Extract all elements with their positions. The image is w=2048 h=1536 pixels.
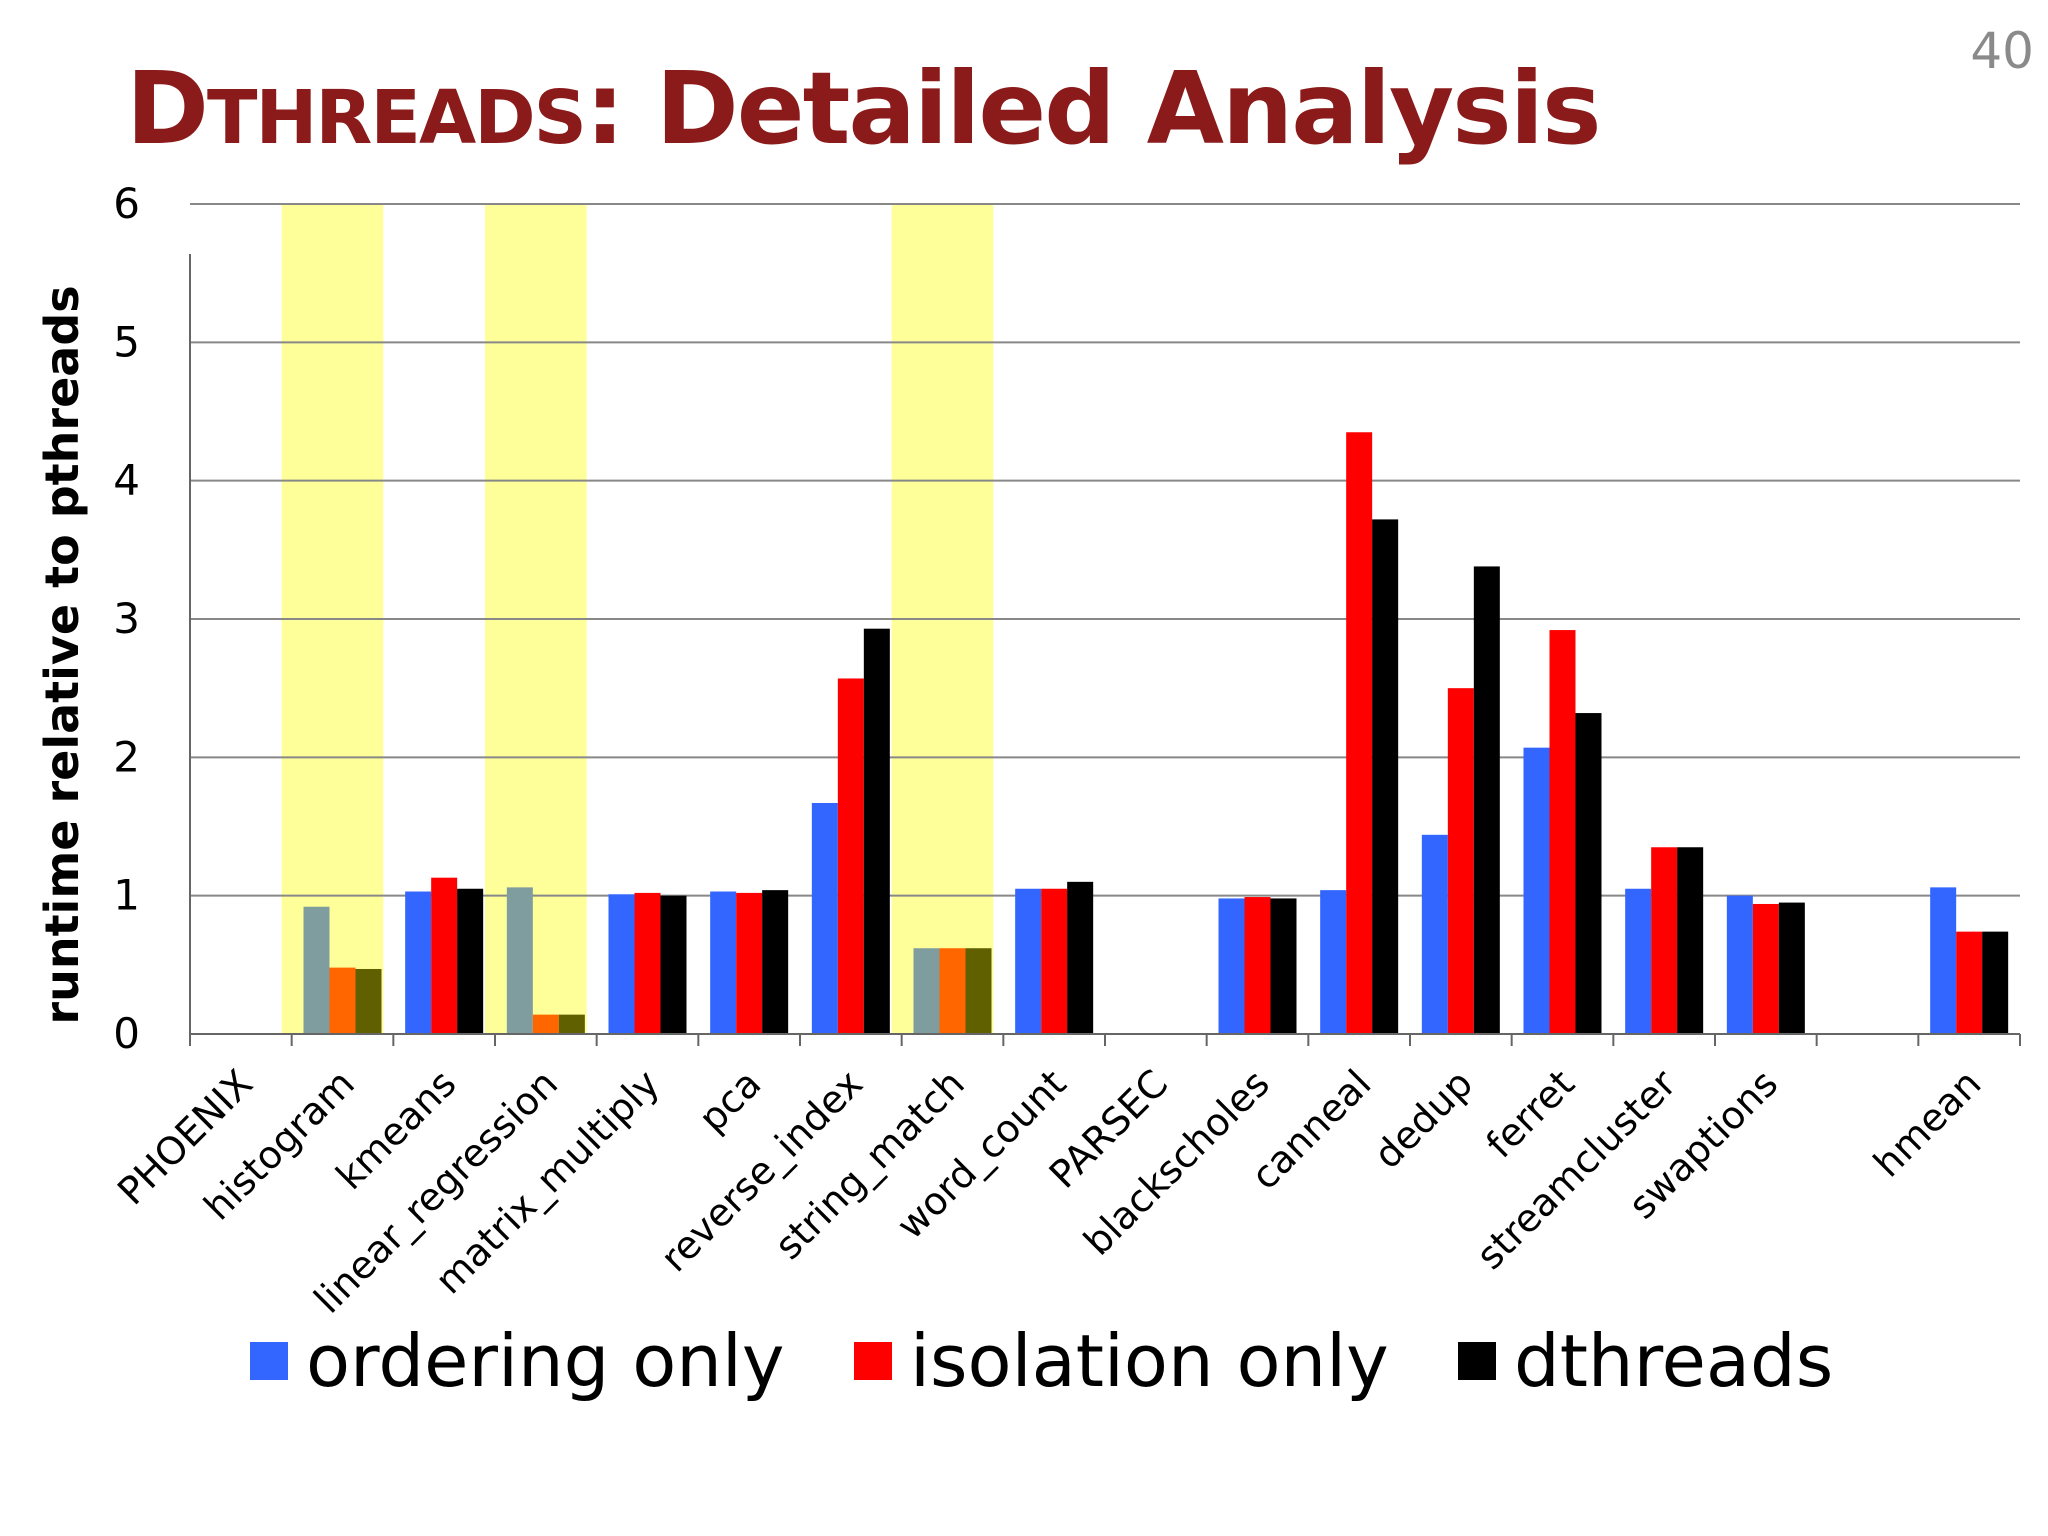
bar-kmeans-ordering (405, 891, 432, 1034)
y-axis-label: runtime relative to pthreads (35, 285, 89, 1024)
legend-item-isolation: isolation only (854, 1316, 1389, 1406)
bar-dedup-isolation (1447, 688, 1474, 1034)
bar-blackscholes-isolation (1244, 897, 1271, 1034)
bar-linear-regression-isolation (532, 1014, 559, 1034)
y-tick-label-0: 0 (113, 1009, 140, 1058)
bar-reverse-index-isolation (837, 678, 864, 1034)
bar-histogram-isolation (329, 967, 356, 1034)
y-tick-label-3: 3 (113, 594, 140, 643)
bar-histogram-ordering (303, 906, 330, 1034)
legend-label-dthreads: dthreads (1514, 1319, 1834, 1403)
gridlines (190, 203, 2020, 897)
title-rest: : Detailed Analysis (584, 50, 1602, 167)
bar-swaptions-ordering (1726, 895, 1753, 1034)
bar-linear-regression-dthreads (558, 1014, 585, 1034)
bar-swaptions-isolation (1752, 903, 1779, 1034)
bar-histogram-dthreads (355, 968, 382, 1034)
title-smallcaps: THREADS (207, 75, 587, 161)
legend-item-ordering: ordering only (250, 1316, 785, 1406)
y-tick-label-2: 2 (113, 732, 140, 781)
bar-word-count-ordering (1015, 888, 1042, 1034)
bar-hmean-ordering (1930, 887, 1957, 1034)
legend-swatch-ordering (250, 1342, 288, 1380)
bar-pca-dthreads (762, 890, 789, 1034)
bar-hmean-dthreads (1982, 931, 2009, 1034)
x-tick-label-hmean: hmean (1865, 1061, 1989, 1185)
bar-reverse-index-dthreads (863, 628, 890, 1034)
y-tick-label-1: 1 (113, 871, 140, 920)
bar-matrix-multiply-isolation (634, 892, 661, 1034)
bar-reverse-index-ordering (811, 802, 838, 1034)
bar-streamcluster-isolation (1651, 847, 1678, 1034)
x-tick-label-dedup: dedup (1365, 1061, 1481, 1177)
bar-hmean-isolation (1956, 931, 1983, 1034)
y-tick-labels: 0 1 2 3 4 5 6 (113, 179, 140, 1058)
bar-pca-isolation (736, 892, 763, 1034)
bar-string-match-dthreads (965, 948, 992, 1034)
y-tick-label-4: 4 (113, 456, 140, 505)
y-tick-label-5: 5 (113, 317, 140, 366)
bar-word-count-dthreads (1067, 881, 1094, 1034)
bar-pca-ordering (710, 891, 737, 1034)
legend-label-ordering: ordering only (306, 1319, 785, 1403)
y-tick-label-6: 6 (113, 179, 140, 228)
bar-canneal-isolation (1346, 432, 1373, 1034)
legend-swatch-dthreads (1458, 1342, 1496, 1380)
bar-dedup-ordering (1421, 834, 1448, 1034)
legend-swatch-isolation (854, 1342, 892, 1380)
legend-item-dthreads: dthreads (1458, 1316, 1833, 1406)
x-tick-labels: PHOENIXhistogramkmeanslinear_regressionm… (109, 1061, 1989, 1320)
bar-word-count-isolation (1041, 888, 1068, 1034)
legend-label-isolation: isolation only (910, 1319, 1389, 1403)
bar-blackscholes-ordering (1218, 898, 1245, 1034)
title-initial: D (126, 50, 209, 167)
bar-swaptions-dthreads (1778, 902, 1805, 1034)
bar-string-match-ordering (913, 948, 940, 1034)
bar-canneal-dthreads (1372, 519, 1399, 1034)
bar-ferret-ordering (1523, 747, 1550, 1034)
x-tick-label-pca: pca (690, 1061, 769, 1140)
bar-kmeans-isolation (431, 877, 458, 1034)
bar-streamcluster-dthreads (1677, 847, 1704, 1034)
bar-blackscholes-dthreads (1270, 898, 1297, 1034)
slide-title: DTHREADS: Detailed Analysis (126, 50, 1602, 167)
bar-ferret-dthreads (1575, 713, 1602, 1034)
bars (303, 432, 2009, 1034)
bar-dedup-dthreads (1473, 566, 1500, 1034)
bar-canneal-ordering (1320, 890, 1347, 1034)
bar-matrix-multiply-ordering (608, 894, 635, 1034)
legend: ordering only isolation only dthreads (250, 1316, 1950, 1406)
runtime-bar-chart: 0 1 2 3 4 5 6 PHOENIXhistogramkmeanslinear_reg… (35, 179, 2021, 1320)
slide-number: 40 (1970, 22, 2034, 80)
axes (189, 254, 2021, 1046)
bar-string-match-isolation (939, 948, 966, 1034)
bar-ferret-isolation (1549, 630, 1576, 1034)
bar-linear-regression-ordering (506, 887, 533, 1034)
bar-matrix-multiply-dthreads (660, 895, 687, 1034)
bar-streamcluster-ordering (1625, 888, 1652, 1034)
bar-kmeans-dthreads (457, 888, 484, 1034)
